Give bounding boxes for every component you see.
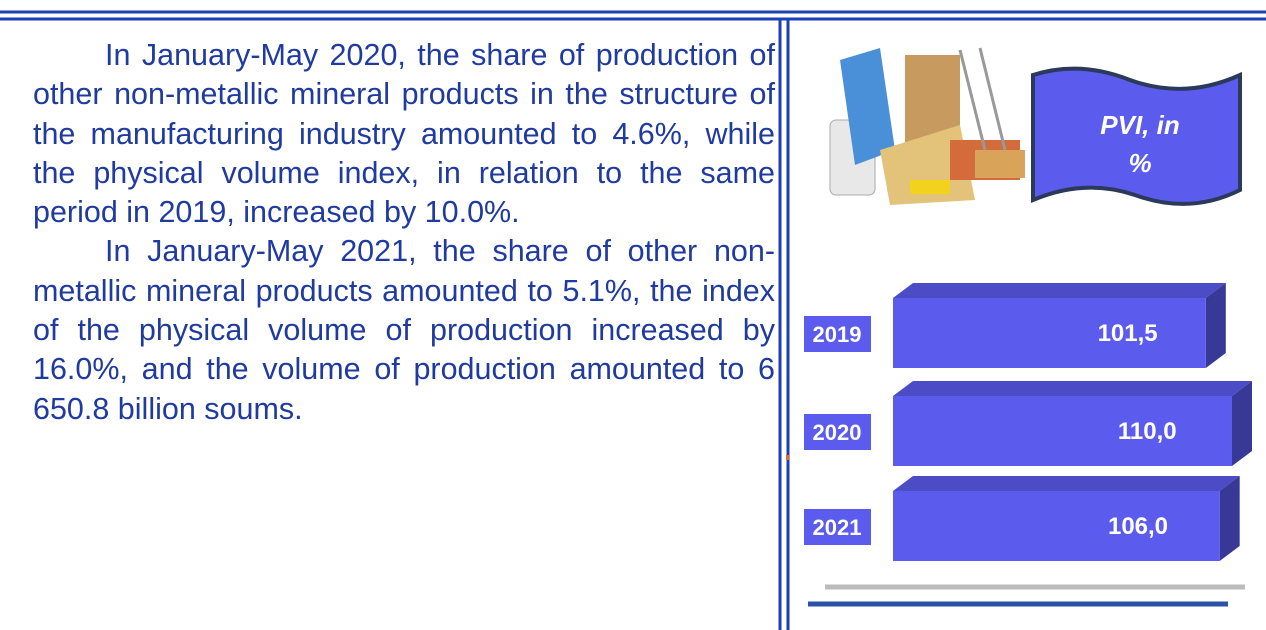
category-label: 2021 (813, 515, 862, 540)
bar (893, 396, 1232, 466)
bar-top (893, 283, 1226, 298)
category-label: 2019 (813, 322, 862, 347)
bar-top (893, 476, 1240, 491)
value-label: 110,0 (1118, 418, 1177, 445)
paragraph: In January-May 2021, the share of other … (33, 232, 775, 428)
bar-top (893, 381, 1252, 396)
materials-picture (830, 48, 1025, 205)
page: 101,5 2019 110,0 2020 106,0 2021 In January-M… (0, 0, 1266, 630)
value-label: 106,0 (1108, 513, 1168, 540)
bar-side (1232, 381, 1252, 466)
dot (786, 455, 789, 460)
bar (893, 491, 1220, 561)
paragraph: In January-May 2020, the share of produc… (33, 36, 775, 232)
chart-title: PVI, in % (1045, 106, 1235, 182)
body-text: In January-May 2020, the share of produc… (33, 36, 775, 429)
bar-side (1220, 476, 1240, 561)
bar-side (1206, 283, 1226, 368)
value-label: 101,5 (1098, 320, 1158, 347)
bar (893, 298, 1206, 368)
category-label: 2020 (813, 420, 862, 445)
